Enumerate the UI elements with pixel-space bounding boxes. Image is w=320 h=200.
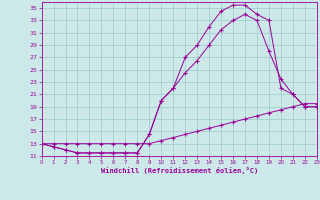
X-axis label: Windchill (Refroidissement éolien,°C): Windchill (Refroidissement éolien,°C) bbox=[100, 167, 258, 174]
